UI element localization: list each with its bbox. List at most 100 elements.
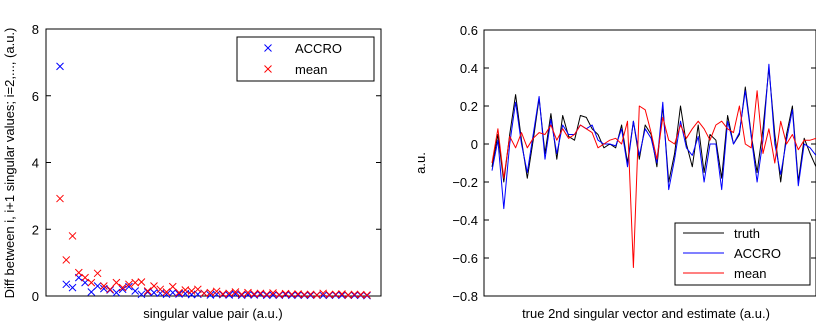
marker-accro: [100, 284, 108, 293]
marker-accro: [206, 291, 215, 299]
left-x-axis-label: singular value pair (a.u.): [143, 306, 282, 321]
marker-accro: [212, 290, 221, 299]
marker-accro: [118, 285, 127, 294]
marker-accro: [225, 291, 234, 299]
marker-mean: [193, 285, 202, 294]
right-y-tick-label: −0.4: [452, 213, 478, 228]
marker-accro: [350, 291, 359, 300]
marker-mean: [118, 283, 127, 292]
right-chart: −0.8 −0.6 −0.4 −0.2 0 0.2 0.4 0.6 true 2nd sing…: [413, 23, 816, 321]
marker-mean: [62, 256, 71, 264]
marker-accro: [181, 289, 190, 298]
left-plot-area: [56, 62, 371, 300]
right-y-tick-label: −0.6: [452, 251, 478, 266]
marker-mean: [331, 290, 340, 299]
legend-label-mean: mean: [295, 62, 328, 77]
marker-accro: [319, 291, 327, 300]
marker-accro: [168, 288, 177, 297]
left-chart: 0 2 4 6 8 singular value pair (a.u.) Diff be…: [2, 22, 382, 321]
left-y-tick-label: 8: [32, 22, 39, 37]
marker-mean: [87, 278, 96, 287]
marker-mean: [231, 288, 240, 296]
marker-accro: [112, 288, 121, 297]
marker-accro: [56, 62, 64, 71]
marker-mean: [168, 282, 177, 291]
marker-accro: [125, 282, 133, 291]
marker-mean: [306, 290, 315, 299]
marker-accro: [237, 291, 246, 300]
right-x-axis-label: true 2nd singular vector and estimate (a…: [522, 306, 770, 321]
series-line-mean: [491, 90, 816, 268]
marker-mean: [219, 290, 227, 298]
marker-accro: [262, 291, 271, 300]
left-legend: ACCRO mean: [236, 36, 375, 82]
marker-accro: [250, 291, 259, 299]
marker-mean: [319, 289, 327, 298]
marker-mean: [237, 290, 246, 299]
marker-mean: [93, 269, 102, 278]
marker-accro: [231, 290, 240, 298]
left-legend-box: [236, 36, 375, 82]
marker-mean: [131, 278, 140, 287]
marker-mean: [281, 289, 290, 298]
right-y-ticks: −0.8 −0.6 −0.4 −0.2 0 0.2 0.4 0.6: [452, 23, 816, 304]
marker-mean: [244, 288, 252, 297]
marker-accro: [244, 290, 252, 299]
marker-mean: [187, 287, 196, 295]
marker-accro: [306, 291, 315, 300]
marker-mean: [225, 289, 234, 298]
marker-accro: [87, 288, 96, 296]
marker-mean: [262, 290, 271, 299]
marker-mean: [212, 287, 221, 296]
marker-mean: [162, 288, 171, 296]
left-y-axis-label: Diff between i, i+1 singular values; i=2…: [2, 28, 17, 299]
legend-label-accro: ACCRO: [295, 41, 342, 56]
marker-mean: [150, 282, 158, 290]
legend-cross-mean: [264, 65, 272, 73]
marker-accro: [62, 280, 71, 289]
marker-mean: [143, 287, 152, 295]
marker-accro: [162, 290, 171, 299]
right-y-tick-label: 0.2: [460, 99, 478, 114]
marker-accro: [93, 282, 102, 290]
right-y-axis-label: a.u.: [413, 152, 428, 174]
marker-mean: [125, 280, 133, 289]
marker-mean: [325, 290, 334, 299]
legend-label-accro-right: ACCRO: [734, 246, 781, 261]
marker-mean: [81, 273, 89, 282]
legend-label-truth: truth: [734, 226, 760, 241]
marker-accro: [143, 288, 152, 296]
marker-mean: [206, 288, 215, 297]
legend-label-mean-right: mean: [734, 266, 767, 281]
left-y-tick-label: 0: [32, 289, 39, 304]
marker-mean: [74, 268, 83, 277]
marker-mean: [156, 285, 165, 294]
right-y-tick-label: 0.6: [460, 23, 478, 38]
marker-accro: [175, 290, 183, 298]
marker-mean: [256, 289, 265, 298]
marker-accro: [68, 283, 77, 292]
marker-accro: [294, 291, 302, 299]
right-plot-area: [491, 63, 816, 268]
marker-mean: [137, 278, 146, 286]
marker-mean: [269, 289, 277, 297]
marker-accro: [137, 290, 146, 299]
legend-cross-accro: [264, 44, 272, 52]
legend-marker-mean: [264, 65, 272, 73]
right-y-tick-label: −0.8: [452, 289, 478, 304]
left-y-tick-label: 2: [32, 222, 39, 237]
marker-mean: [106, 285, 114, 294]
marker-mean: [68, 232, 77, 240]
marker-mean: [294, 290, 302, 298]
marker-mean: [112, 278, 121, 287]
marker-mean: [56, 194, 64, 203]
right-y-tick-label: −0.2: [452, 175, 478, 190]
marker-accro: [256, 290, 265, 299]
marker-mean: [250, 290, 259, 298]
marker-mean: [287, 290, 296, 299]
marker-accro: [187, 290, 196, 299]
marker-mean: [350, 290, 359, 299]
marker-mean: [338, 290, 346, 298]
marker-accro: [131, 287, 140, 295]
